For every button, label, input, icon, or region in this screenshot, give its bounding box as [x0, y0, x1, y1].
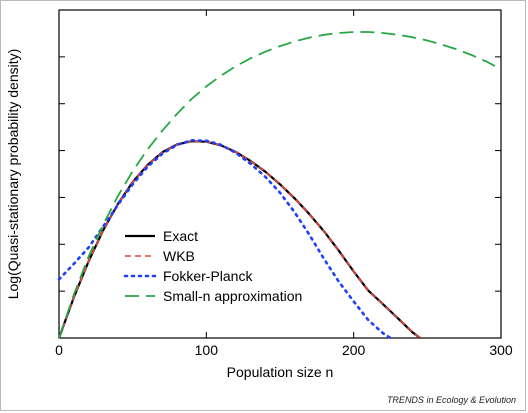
y-axis-label: Log(Quasi-stationary probability density…	[5, 49, 21, 300]
legend: Exact WKB Fokker-Planck Small-n approximati…	[123, 228, 302, 304]
series-line-wkb	[58, 140, 421, 339]
legend-label: Exact	[163, 228, 198, 244]
legend-label: Small-n approximation	[163, 288, 302, 304]
x-tick-label: 0	[55, 342, 63, 358]
x-tick-label: 200	[342, 342, 366, 358]
x-axis-label: Population size n	[227, 364, 334, 380]
series-line-small-n-approximation	[58, 31, 502, 339]
series-line-fokker-planck	[57, 139, 392, 340]
credit-text: TRENDS in Ecology & Evolution	[387, 395, 516, 405]
series-line-exact	[57, 140, 421, 339]
legend-label: WKB	[163, 248, 195, 264]
plot-border	[58, 9, 502, 339]
x-tick-label: 100	[195, 342, 219, 358]
x-tick-label: 300	[489, 342, 513, 358]
plot-area	[58, 9, 502, 339]
axis-ticks: 0 100 200 300	[55, 10, 513, 358]
legend-label: Fokker-Planck	[163, 268, 253, 284]
series-layer	[57, 31, 502, 340]
